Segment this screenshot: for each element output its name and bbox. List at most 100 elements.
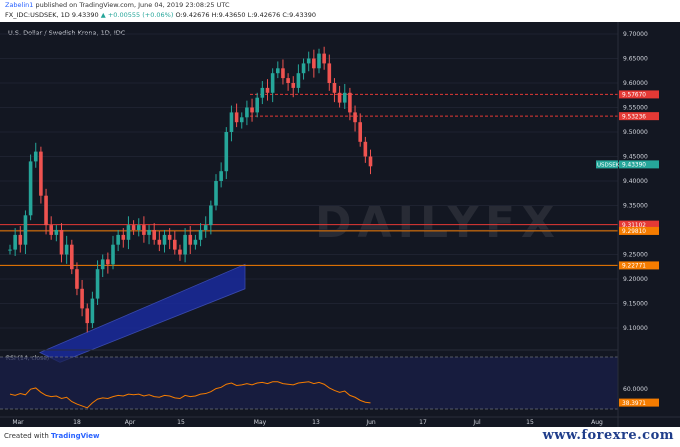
- candle-body: [265, 87, 270, 93]
- candle-body: [239, 117, 244, 123]
- time-tick-label: Jun: [365, 419, 376, 426]
- candle-body: [245, 107, 249, 118]
- rsi-band: [0, 357, 618, 409]
- publisher-link[interactable]: Zabelin1: [5, 1, 34, 9]
- candle-body: [353, 112, 357, 123]
- candle-body: [64, 244, 69, 255]
- candle-body: [348, 92, 352, 113]
- time-tick-label: 15: [177, 419, 185, 426]
- candle-body: [33, 151, 38, 162]
- price-tag: [619, 90, 659, 99]
- site-watermark: www.forexre.com: [542, 428, 674, 443]
- symbol-ohlc-line: FX_IDC:USDSEK, 1D 9.43390 ▲ +0.00555 (+0…: [5, 11, 316, 19]
- price-tick-label: 9.65000: [623, 56, 648, 63]
- candle-body: [214, 181, 218, 206]
- candle-body: [188, 234, 193, 245]
- candle-body: [291, 83, 296, 88]
- price-tag-label: 9.22771: [622, 264, 646, 270]
- candle-body: [80, 288, 84, 309]
- tradingview-link[interactable]: TradingView: [51, 432, 100, 440]
- price-tick-label: 9.55000: [623, 105, 648, 112]
- candle-body: [198, 230, 203, 240]
- rsi-pane: 60.0000 38.3971: [0, 349, 659, 410]
- time-tick-label: Mar: [12, 419, 24, 426]
- price-tag-label: 9.31102: [622, 223, 646, 229]
- chart-title: U.S. Dollar / Swedish Krona, 1D, IDC: [8, 29, 126, 37]
- candle-body: [90, 298, 95, 324]
- candle-body: [147, 230, 151, 235]
- price-tick-label: 9.70000: [623, 31, 648, 38]
- candle-body: [281, 68, 285, 79]
- candle-body: [183, 234, 187, 255]
- candle-body: [312, 58, 316, 69]
- time-tick-label: May: [254, 419, 267, 426]
- candle-body: [193, 239, 198, 245]
- price-tag-label: 9.53236: [622, 114, 646, 120]
- candle-body: [260, 87, 265, 98]
- candle-body: [286, 78, 290, 83]
- candle-body: [363, 141, 368, 157]
- candle-body: [116, 234, 120, 245]
- price-axis: 9.70000 9.65000 9.60000 9.55000 9.50000 9.450…: [617, 22, 648, 427]
- time-tick-label: Jul: [472, 419, 481, 426]
- candle-body: [276, 68, 280, 74]
- price-tag-label: 9.29810: [622, 229, 646, 235]
- candle-body: [152, 230, 156, 240]
- candle-body: [301, 63, 306, 74]
- price-tag-label: 9.57670: [622, 93, 646, 99]
- symbol-tag: [596, 160, 618, 169]
- rsi-tag: [619, 398, 659, 407]
- candle-body: [157, 239, 162, 245]
- symbol-price: FX_IDC:USDSEK, 1D 9.43390: [5, 11, 101, 19]
- candle-body: [167, 234, 172, 240]
- candle-body: [136, 225, 141, 230]
- price-tick-label: 9.15000: [623, 301, 648, 308]
- time-tick-label: Apr: [125, 419, 136, 426]
- candle-body: [39, 151, 43, 196]
- rsi-tick-label: 60.0000: [623, 386, 648, 393]
- candle-body: [317, 53, 321, 69]
- symbol-tag-label: USDSEK: [597, 163, 620, 169]
- footer: Created with TradingView www.forexre.com: [0, 427, 680, 447]
- price-tick-label: 9.60000: [623, 80, 648, 87]
- candle-body: [322, 53, 326, 64]
- candle-body: [100, 259, 105, 270]
- candle-body: [85, 308, 90, 324]
- price-tick-label: 9.25000: [623, 252, 648, 259]
- price-chart[interactable]: U.S. Dollar / Swedish Krona, 1D, IDC DAI…: [0, 22, 680, 427]
- candlesticks: [8, 46, 373, 333]
- candle-body: [54, 230, 59, 235]
- time-tick-label: 17: [419, 419, 427, 426]
- price-tick-label: 9.10000: [623, 325, 648, 332]
- price-tag-label: 9.43390: [622, 163, 646, 169]
- candle-body: [173, 239, 177, 250]
- candle-body: [121, 234, 126, 240]
- price-tag: [619, 261, 659, 270]
- ohlc-values: O:9.42676 H:9.43650 L:9.42676 C:9.43390: [173, 11, 316, 19]
- price-tag: [619, 112, 659, 121]
- candle-body: [342, 92, 347, 103]
- publish-info: Zabelin1 published on TradingView.com, J…: [5, 1, 229, 9]
- candle-body: [162, 234, 167, 245]
- candle-body: [178, 249, 182, 255]
- candle-body: [23, 215, 28, 245]
- candle-body: [70, 244, 74, 270]
- candle-body: [95, 269, 100, 299]
- candle-body: [111, 244, 115, 265]
- chart-canvas[interactable]: U.S. Dollar / Swedish Krona, 1D, IDC DAI…: [0, 22, 680, 427]
- candle-body: [13, 234, 17, 250]
- candle-body: [59, 230, 64, 255]
- candle-body: [306, 58, 311, 64]
- candle-body: [270, 73, 275, 93]
- candle-body: [327, 63, 332, 83]
- candle-body: [49, 225, 53, 235]
- chart-info-bar: Zabelin1 published on TradingView.com, J…: [0, 0, 680, 22]
- time-tick-label: Aug: [591, 419, 603, 426]
- candle-body: [337, 92, 342, 103]
- candle-body: [332, 83, 337, 93]
- candle-body: [209, 205, 213, 226]
- candle-body: [28, 161, 33, 216]
- candle-body: [358, 122, 362, 142]
- price-tick-label: 9.40000: [623, 178, 648, 185]
